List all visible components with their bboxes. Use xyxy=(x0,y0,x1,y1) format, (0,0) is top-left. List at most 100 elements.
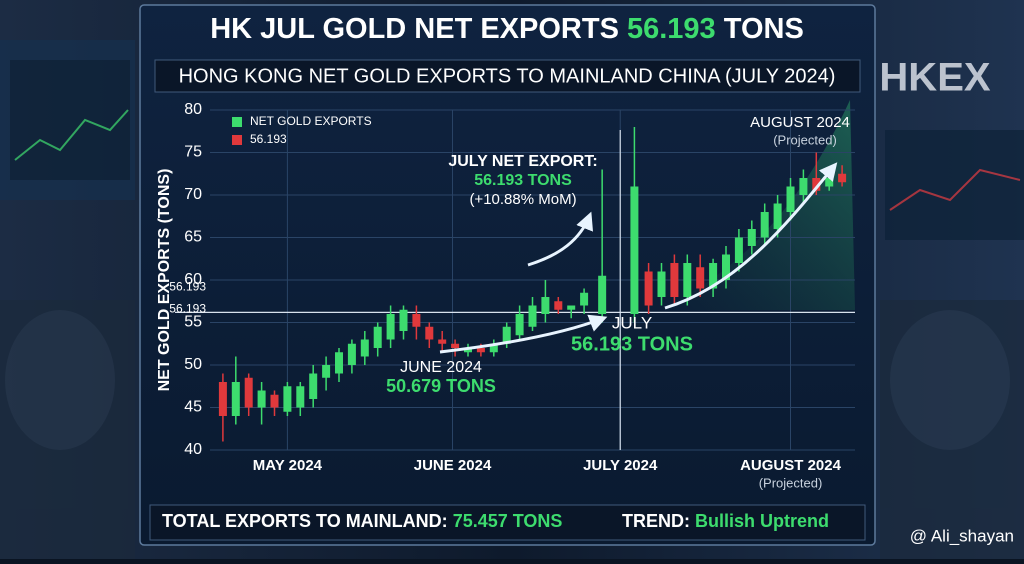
y-tick-label: 40 xyxy=(184,441,202,458)
candle-body xyxy=(489,343,498,353)
candle-body xyxy=(722,254,730,280)
candle-body xyxy=(270,394,279,408)
annotation: 56.193 TONS xyxy=(571,333,693,355)
candle-body xyxy=(283,386,292,412)
candle-body xyxy=(476,348,485,353)
candle-body xyxy=(760,212,769,238)
y-axis-label: NET GOLD EXPORTS (TONS) xyxy=(156,169,173,392)
candle-body xyxy=(386,314,395,340)
legend-swatch xyxy=(232,117,242,127)
candle-body xyxy=(630,186,639,314)
annotation: JULY xyxy=(612,313,652,332)
title-part: TONS xyxy=(724,13,804,45)
candle-body xyxy=(244,377,253,408)
candle-body xyxy=(747,229,756,246)
main-title: HK JUL GOLD NET EXPORTS 56.193 TONS xyxy=(210,13,804,45)
annotation: 56.193 TONS xyxy=(474,172,572,189)
y-tick-label: 50 xyxy=(184,356,202,373)
candle-body xyxy=(373,326,382,348)
annotation: JUNE 2024 xyxy=(400,359,482,376)
footer-label: TOTAL EXPORTS TO MAINLAND: 75.457 TONS xyxy=(162,511,562,531)
panel xyxy=(139,4,876,546)
candle-body xyxy=(502,326,511,344)
candle-body xyxy=(734,237,743,263)
candle-body xyxy=(528,305,537,327)
trend-label: TREND: xyxy=(622,511,690,531)
annotation: 50.679 TONS xyxy=(386,376,496,396)
candle-body xyxy=(825,178,834,187)
candle-body xyxy=(231,382,240,416)
candle-body xyxy=(360,339,369,357)
annotation: (Projected) xyxy=(773,132,837,147)
candle-body xyxy=(322,365,331,378)
total-label: TOTAL EXPORTS TO MAINLAND: xyxy=(162,511,448,531)
annotation: JULY NET EXPORT: xyxy=(448,153,597,170)
legend-label: 56.193 xyxy=(250,132,287,146)
y-tick-label: 60 xyxy=(184,271,202,288)
candle-body xyxy=(335,352,343,374)
candle-body xyxy=(309,373,318,399)
candle-body xyxy=(451,343,460,348)
candle-body xyxy=(657,271,666,297)
candle-body xyxy=(554,301,563,310)
candle-body xyxy=(670,263,679,297)
candle-body xyxy=(412,314,421,327)
background-sign: HKEX xyxy=(879,56,990,100)
candle-body xyxy=(347,343,356,365)
candle-body xyxy=(464,348,472,353)
y-tick-label: 45 xyxy=(184,399,202,416)
candle-body xyxy=(567,305,576,310)
legend-swatch xyxy=(232,135,242,145)
candle-body xyxy=(696,267,705,289)
title-value: 56.193 xyxy=(627,13,716,45)
x-tick-label: AUGUST 2024 xyxy=(740,457,842,474)
x-tick-label: MAY 2024 xyxy=(253,457,323,474)
candle-body xyxy=(644,271,653,306)
x-tick-label: JULY 2024 xyxy=(583,457,658,474)
candle-body xyxy=(425,326,434,340)
reference-label: 56.193 xyxy=(169,302,206,316)
candle-body xyxy=(399,309,408,331)
arrow xyxy=(527,211,594,267)
y-tick-label: 70 xyxy=(184,186,202,203)
candle-body xyxy=(598,275,607,314)
watermark: @ Ali_shayan xyxy=(910,526,1014,545)
subtitle: HONG KONG NET GOLD EXPORTS TO MAINLAND C… xyxy=(179,65,836,87)
candle-body xyxy=(541,297,550,314)
subtitle-bar xyxy=(154,59,861,93)
candle-body xyxy=(257,390,266,408)
candle-body xyxy=(838,173,847,183)
background-scene xyxy=(0,40,1024,559)
candle-body xyxy=(799,178,808,195)
footer-bar xyxy=(149,504,866,541)
candle-body xyxy=(580,292,589,306)
candle-body xyxy=(515,314,524,336)
trend-value: Bullish Uptrend xyxy=(695,511,829,531)
annotation: (+10.88% MoM) xyxy=(469,191,576,208)
y-tick-label: 65 xyxy=(184,229,202,246)
legend-label: NET GOLD EXPORTS xyxy=(250,114,372,128)
candle-body xyxy=(438,339,447,344)
arrow xyxy=(664,162,838,310)
annotation: AUGUST 2024 xyxy=(750,114,850,131)
reference-label: 56.193 xyxy=(169,280,206,294)
y-tick-label: 80 xyxy=(184,101,202,118)
candle-body xyxy=(786,186,795,212)
candle-body xyxy=(218,382,227,416)
y-tick-label: 75 xyxy=(184,144,202,161)
y-tick-label: 55 xyxy=(184,314,202,331)
trend-glow xyxy=(660,100,855,310)
arrow xyxy=(439,314,608,354)
plot: 40 45 50 55 60 65 70 75 80 MAY 2024 JUNE 2024 JULY … xyxy=(169,101,855,490)
candle-body xyxy=(296,386,305,408)
candle-body xyxy=(683,263,692,297)
x-tick-label: JUNE 2024 xyxy=(414,457,492,474)
footer-trend: TREND: Bullish Uptrend xyxy=(622,511,829,531)
title-part: HK JUL GOLD NET EXPORTS xyxy=(210,13,619,45)
candle-body xyxy=(709,263,718,289)
total-value: 75.457 TONS xyxy=(453,511,563,531)
candle-body xyxy=(773,203,782,229)
x-tick-note: (Projected) xyxy=(759,475,823,490)
